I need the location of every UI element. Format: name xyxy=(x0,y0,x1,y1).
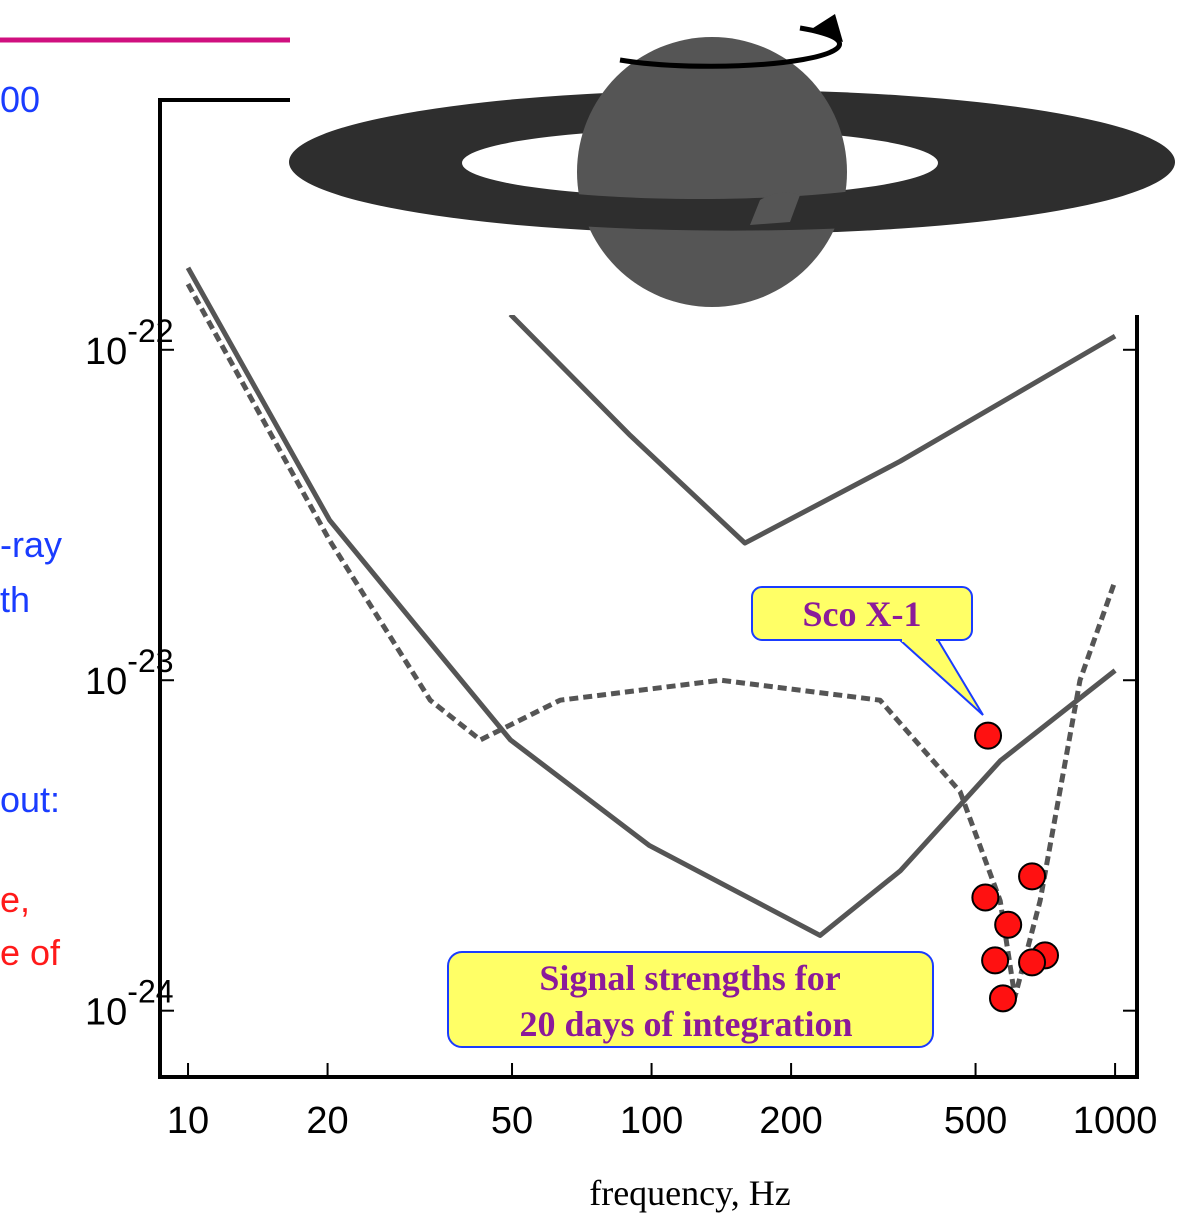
cropped-text: 00 xyxy=(0,79,40,120)
callout: Signal strengths for 20 days of integrat… xyxy=(448,952,933,1047)
data-point xyxy=(972,885,998,911)
callout: Sco X-1 xyxy=(752,587,983,715)
saturn-image xyxy=(289,0,1181,315)
cropped-text: th xyxy=(0,579,30,620)
cropped-text: out: xyxy=(0,779,60,820)
y-tick-base: 10 xyxy=(85,331,127,373)
slide: 00 -ray th out: e, e of 10 20 50 100 200 500 1… xyxy=(0,0,1201,1220)
x-axis-label: frequency, Hz xyxy=(589,1173,791,1213)
annotation: Sco X-1 xyxy=(803,594,922,634)
page: {"chart_data": {"type": "line", "xlabel"… xyxy=(0,0,1201,1220)
y-tick-exponent: -22 xyxy=(127,313,173,349)
x-tick-label: 10 xyxy=(167,1100,209,1142)
cropped-text: e of xyxy=(0,932,61,973)
curve xyxy=(510,314,1115,543)
y-tick-base: 10 xyxy=(85,992,127,1034)
data-point xyxy=(982,947,1008,973)
y-tick-exponent: -24 xyxy=(127,974,173,1010)
x-tick-label: 200 xyxy=(759,1100,822,1142)
data-point xyxy=(995,912,1021,938)
x-tick-label: 100 xyxy=(620,1100,683,1142)
x-tick-label: 20 xyxy=(306,1100,348,1142)
y-tick-exponent: -23 xyxy=(127,643,173,679)
annotation: Signal strengths for xyxy=(539,958,840,998)
x-tick-label: 1000 xyxy=(1073,1100,1158,1142)
x-tick-label: 500 xyxy=(944,1100,1007,1142)
y-tick-base: 10 xyxy=(85,661,127,703)
data-point xyxy=(1019,949,1045,975)
data-point xyxy=(975,723,1001,749)
cropped-text: e, xyxy=(0,879,30,920)
annotation: 20 days of integration xyxy=(520,1004,853,1044)
cropped-text: -ray xyxy=(0,524,62,565)
x-tick-label: 50 xyxy=(491,1100,533,1142)
data-point xyxy=(990,985,1016,1011)
data-point xyxy=(1019,863,1045,889)
